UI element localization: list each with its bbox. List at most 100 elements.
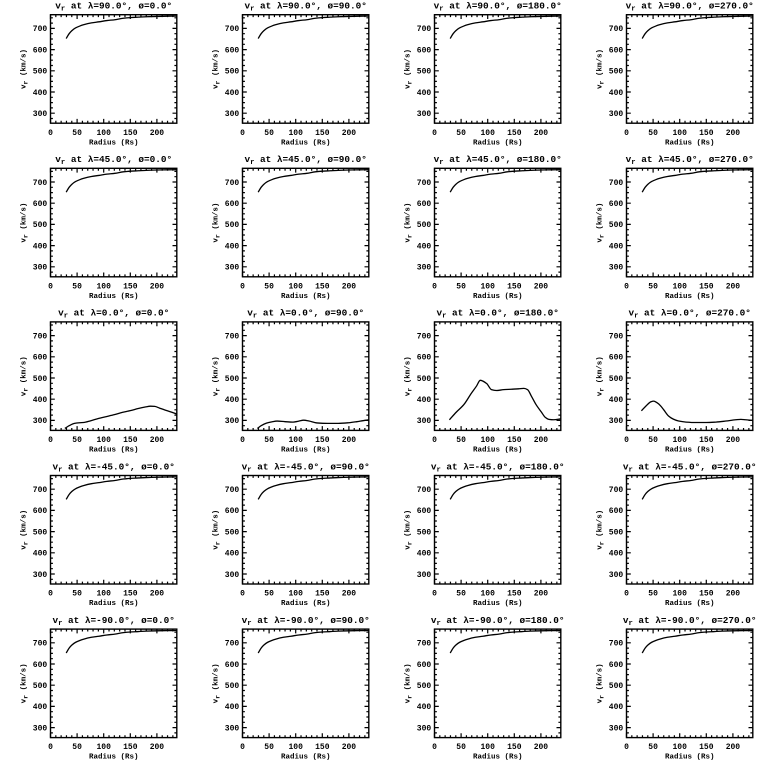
svg-text:500: 500 [417, 221, 432, 230]
svg-text:50: 50 [264, 129, 274, 138]
svg-text:150: 150 [507, 129, 522, 138]
svg-text:100: 100 [96, 129, 111, 138]
svg-text:400: 400 [609, 89, 624, 98]
svg-text:200: 200 [534, 590, 549, 599]
svg-text:0: 0 [432, 129, 437, 138]
svg-text:200: 200 [150, 743, 165, 752]
svg-text:vr at λ=0.0°, ø=90.0°: vr at λ=0.0°, ø=90.0° [247, 308, 364, 321]
svg-text:600: 600 [225, 46, 240, 55]
svg-text:700: 700 [417, 486, 432, 495]
svg-text:100: 100 [288, 590, 303, 599]
svg-text:100: 100 [288, 282, 303, 291]
svg-text:300: 300 [417, 264, 432, 273]
svg-text:vr (km/s): vr (km/s) [20, 356, 29, 396]
svg-text:50: 50 [456, 590, 466, 599]
svg-text:vr at λ=90.0°, ø=90.0°: vr at λ=90.0°, ø=90.0° [244, 1, 367, 14]
svg-text:400: 400 [225, 703, 240, 712]
svg-text:600: 600 [609, 661, 624, 670]
svg-text:0: 0 [624, 436, 629, 445]
svg-text:500: 500 [33, 68, 48, 77]
svg-text:300: 300 [33, 110, 48, 119]
svg-text:100: 100 [672, 590, 687, 599]
svg-text:50: 50 [456, 743, 466, 752]
svg-text:500: 500 [225, 68, 240, 77]
svg-text:Radius (Rs): Radius (Rs) [89, 600, 139, 608]
svg-text:500: 500 [225, 682, 240, 691]
svg-text:vr at λ=-90.0°, ø=180.0°: vr at λ=-90.0°, ø=180.0° [431, 615, 565, 628]
svg-text:500: 500 [417, 68, 432, 77]
svg-text:200: 200 [726, 743, 741, 752]
svg-text:150: 150 [507, 282, 522, 291]
svg-text:600: 600 [609, 200, 624, 209]
svg-text:vr (km/s): vr (km/s) [20, 510, 29, 550]
svg-text:700: 700 [609, 640, 624, 649]
svg-text:400: 400 [225, 242, 240, 251]
svg-text:0: 0 [432, 282, 437, 291]
svg-text:vr (km/s): vr (km/s) [212, 663, 221, 703]
svg-text:50: 50 [72, 436, 82, 445]
svg-text:Radius (Rs): Radius (Rs) [473, 754, 523, 762]
svg-text:vr at λ=90.0°, ø=0.0°: vr at λ=90.0°, ø=0.0° [55, 1, 172, 14]
svg-text:0: 0 [240, 590, 245, 599]
svg-text:50: 50 [648, 590, 658, 599]
svg-text:400: 400 [225, 396, 240, 405]
svg-text:100: 100 [480, 129, 495, 138]
svg-text:300: 300 [417, 724, 432, 733]
svg-text:700: 700 [33, 332, 48, 341]
svg-text:600: 600 [417, 354, 432, 363]
svg-text:400: 400 [33, 550, 48, 559]
svg-text:vr (km/s): vr (km/s) [596, 203, 605, 243]
svg-text:600: 600 [225, 661, 240, 670]
svg-text:150: 150 [315, 743, 330, 752]
svg-text:300: 300 [225, 110, 240, 119]
svg-text:600: 600 [33, 46, 48, 55]
svg-text:vr at λ=-45.0°, ø=180.0°: vr at λ=-45.0°, ø=180.0° [431, 461, 565, 474]
svg-text:vr at λ=-45.0°, ø=0.0°: vr at λ=-45.0°, ø=0.0° [52, 461, 175, 474]
svg-text:500: 500 [609, 528, 624, 537]
svg-text:600: 600 [417, 507, 432, 516]
svg-text:vr at λ=0.0°, ø=0.0°: vr at λ=0.0°, ø=0.0° [58, 308, 169, 321]
svg-text:150: 150 [699, 129, 714, 138]
svg-text:150: 150 [699, 590, 714, 599]
svg-text:300: 300 [417, 571, 432, 580]
svg-text:100: 100 [96, 436, 111, 445]
svg-text:50: 50 [456, 282, 466, 291]
svg-text:vr (km/s): vr (km/s) [20, 49, 29, 89]
svg-text:200: 200 [726, 282, 741, 291]
svg-text:400: 400 [33, 396, 48, 405]
svg-text:vr at λ=-90.0°, ø=270.0°: vr at λ=-90.0°, ø=270.0° [623, 615, 757, 628]
svg-text:vr (km/s): vr (km/s) [596, 663, 605, 703]
svg-text:50: 50 [648, 743, 658, 752]
svg-text:150: 150 [315, 282, 330, 291]
svg-text:50: 50 [648, 129, 658, 138]
svg-text:500: 500 [609, 375, 624, 384]
svg-text:600: 600 [609, 354, 624, 363]
svg-text:150: 150 [699, 436, 714, 445]
svg-text:50: 50 [72, 590, 82, 599]
svg-text:500: 500 [609, 221, 624, 230]
svg-text:vr at λ=45.0°, ø=90.0°: vr at λ=45.0°, ø=90.0° [244, 154, 367, 167]
svg-text:Radius (Rs): Radius (Rs) [473, 447, 523, 455]
svg-text:vr (km/s): vr (km/s) [596, 49, 605, 89]
svg-text:Radius (Rs): Radius (Rs) [89, 754, 139, 762]
svg-text:150: 150 [315, 129, 330, 138]
svg-text:400: 400 [225, 550, 240, 559]
svg-text:400: 400 [225, 89, 240, 98]
svg-text:Radius (Rs): Radius (Rs) [665, 293, 715, 301]
svg-text:vr at λ=-45.0°, ø=90.0°: vr at λ=-45.0°, ø=90.0° [242, 461, 370, 474]
svg-text:50: 50 [72, 129, 82, 138]
svg-text:vr (km/s): vr (km/s) [404, 203, 413, 243]
svg-text:700: 700 [417, 640, 432, 649]
svg-text:vr at λ=0.0°, ø=180.0°: vr at λ=0.0°, ø=180.0° [436, 308, 559, 321]
svg-text:200: 200 [342, 436, 357, 445]
svg-text:300: 300 [609, 571, 624, 580]
svg-text:500: 500 [225, 221, 240, 230]
svg-text:700: 700 [417, 179, 432, 188]
svg-text:400: 400 [33, 703, 48, 712]
svg-text:600: 600 [417, 46, 432, 55]
svg-text:700: 700 [33, 640, 48, 649]
svg-text:600: 600 [417, 200, 432, 209]
svg-text:150: 150 [123, 129, 138, 138]
svg-text:500: 500 [225, 528, 240, 537]
svg-text:vr (km/s): vr (km/s) [404, 49, 413, 89]
